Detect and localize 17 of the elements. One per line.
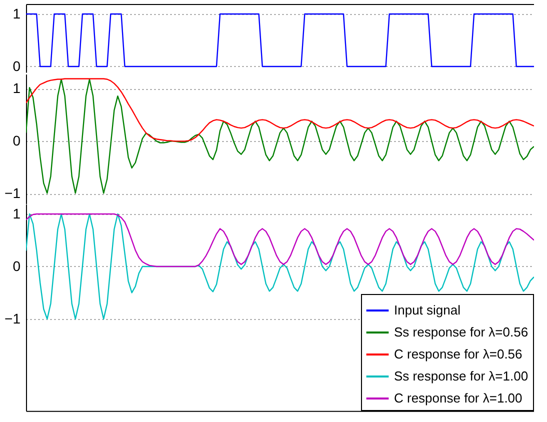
line-series [26,78,534,142]
y-tick-label: 1 [12,5,21,22]
y-tick-label: −1 [4,310,21,326]
legend-label: C response for λ=1.00 [394,390,522,406]
legend-label: Input signal [394,302,461,318]
y-tick-label: 1 [12,205,21,222]
y-tick-label: −1 [4,185,21,202]
y-tick-label: 0 [12,258,21,274]
legend-label: Ss response for λ=1.00 [394,368,528,384]
y-tick-label: 0 [12,132,21,149]
line-series [26,78,534,194]
y-tick-label: 0 [12,58,21,74]
legend-label: C response for λ=0.56 [394,346,522,362]
line-series [26,213,534,320]
y-tick-label: 1 [12,80,21,96]
legend-label: Ss response for λ=0.56 [394,324,528,340]
line-series [26,213,534,268]
